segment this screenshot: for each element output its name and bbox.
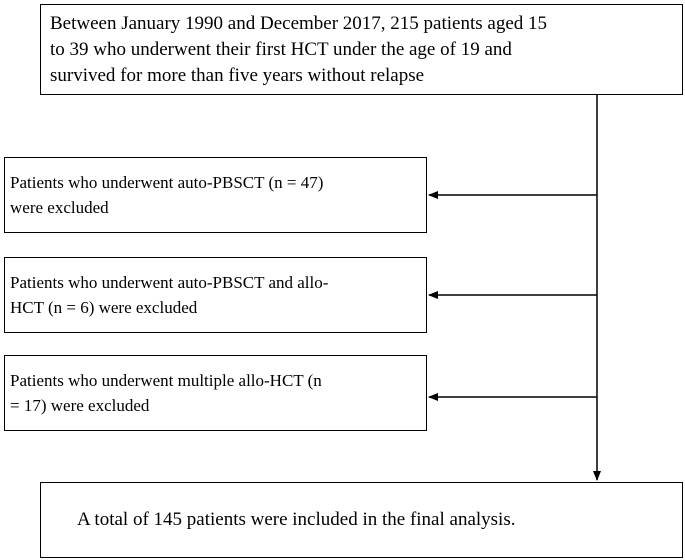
excluded-auto-pbsct-text: Patients who underwent auto-PBSCT (n = 4… (10, 173, 324, 217)
final-analysis-box: A total of 145 patients were included in… (40, 482, 683, 558)
excluded-multiple-allo-text: Patients who underwent multiple allo-HCT… (10, 371, 322, 415)
excluded-auto-and-allo-text: Patients who underwent auto-PBSCT and al… (10, 273, 329, 317)
excluded-multiple-allo-box: Patients who underwent multiple allo-HCT… (4, 355, 427, 431)
final-analysis-text: A total of 145 patients were included in… (77, 509, 516, 530)
excluded-auto-and-allo-box: Patients who underwent auto-PBSCT and al… (4, 257, 427, 333)
excluded-auto-pbsct-box: Patients who underwent auto-PBSCT (n = 4… (4, 157, 427, 233)
eligibility-box: Between January 1990 and December 2017, … (40, 4, 683, 95)
